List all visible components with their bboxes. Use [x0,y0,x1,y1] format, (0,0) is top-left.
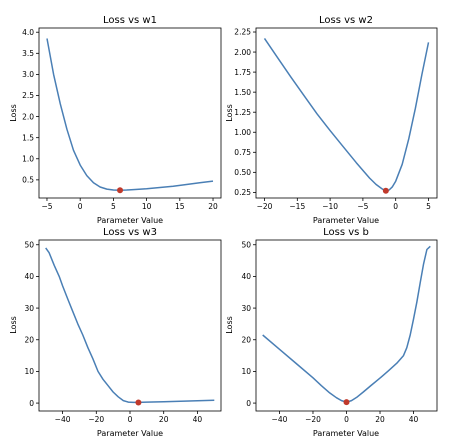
chart-title: Loss vs w2 [319,15,373,26]
loss-curve [263,37,430,192]
y-tick-label: 2.0 [22,112,34,121]
x-tick-label: −20 [88,415,104,424]
y-tick-label: 50 [241,240,251,249]
y-tick-label: 3.5 [22,49,34,58]
chart-title: Loss vs w1 [103,15,157,26]
plot-frame [255,27,438,199]
y-tick-label: 20 [24,335,34,344]
y-tick-label: 30 [24,304,34,313]
y-axis-label: Loss [225,104,234,122]
plot-frame [255,239,438,412]
y-tick-label: 1.75 [234,68,251,77]
x-tick-label: 20 [375,415,385,424]
y-tick-label: 10 [241,367,251,376]
x-axis-label: Parameter Value [97,429,163,438]
x-tick-label: −5 [41,202,52,211]
y-tick-label: 2.00 [234,48,251,57]
x-tick-label: 0 [344,415,349,424]
x-tick-label: 0 [393,202,398,211]
y-tick-label: 0.25 [234,188,251,197]
x-tick-label: 0 [128,415,133,424]
minimum-marker [382,187,389,194]
x-tick-label: −40 [272,415,288,424]
y-tick-label: 1.5 [22,133,34,142]
y-axis-label: Loss [225,316,234,334]
subplot-loss-vs-w1: Loss vs w1 −5 0 5 10 15 20 0.5 1.0 1.5 2.0 2.5 3.0 3… [9,15,222,225]
x-tick-label: −20 [257,202,273,211]
plot-frame [38,239,222,412]
y-tick-label: 20 [241,335,251,344]
y-tick-label: 0 [29,399,34,408]
y-tick-label: 2.25 [234,28,251,37]
tick-layer: −5 0 5 10 15 20 0.5 1.0 1.5 2.0 2.5 3.0 3.5 4.0 [22,28,218,211]
subplot-loss-vs-w3: Loss vs w3 −40 −20 0 20 40 0 10 20 30 40 50 Parame… [9,227,222,438]
y-tick-label: 10 [24,367,34,376]
loss-curve [262,245,431,403]
tick-layer: −20 −15 −10 −5 0 5 0.25 0.50 0.75 1.00 1.25 1.50 1.7… [234,28,431,211]
x-tick-label: −15 [289,202,305,211]
y-tick-label: 1.00 [234,128,251,137]
x-tick-label: 0 [78,202,83,211]
chart-title: Loss vs w3 [103,227,157,238]
x-tick-label: 10 [142,202,152,211]
x-tick-label: 15 [175,202,185,211]
y-tick-label: 0.5 [22,176,34,185]
y-tick-label: 0.75 [234,148,251,157]
x-axis-label: Parameter Value [313,216,379,225]
y-tick-label: 1.25 [234,108,251,117]
tick-layer: −40 −20 0 20 40 0 10 20 30 40 50 [241,240,418,424]
y-tick-label: 3.0 [22,70,34,79]
minimum-marker [135,399,142,406]
x-tick-label: 20 [208,202,218,211]
subplot-loss-vs-w2: Loss vs w2 −20 −15 −10 −5 0 5 0.25 0.50 0.75 1.00… [225,15,438,225]
x-axis-label: Parameter Value [97,216,163,225]
minimum-marker [117,187,124,194]
x-tick-label: 5 [111,202,116,211]
x-tick-label: −5 [357,202,368,211]
tick-layer: −40 −20 0 20 40 0 10 20 30 40 50 [24,240,202,424]
plot-frame [38,27,222,199]
x-tick-label: −40 [55,415,71,424]
x-tick-label: 40 [193,415,203,424]
y-axis-label: Loss [9,104,18,122]
loss-curve [46,38,214,191]
x-tick-label: 5 [426,202,431,211]
y-tick-label: 40 [24,272,34,281]
y-tick-label: 2.5 [22,91,34,100]
y-tick-label: 0 [246,399,251,408]
subplot-loss-vs-b: Loss vs b −40 −20 0 20 40 0 10 20 30 40 50 Paramet… [225,227,438,438]
y-tick-label: 1.0 [22,154,34,163]
y-tick-label: 0.50 [234,168,251,177]
x-tick-label: 40 [409,415,419,424]
x-tick-label: 20 [159,415,169,424]
y-tick-label: 1.50 [234,88,251,97]
x-axis-label: Parameter Value [313,429,379,438]
y-tick-label: 40 [241,272,251,281]
x-tick-label: −10 [322,202,338,211]
minimum-marker [343,399,350,406]
y-axis-label: Loss [9,316,18,334]
loss-curve [45,247,215,404]
y-tick-label: 30 [241,304,251,313]
x-tick-label: −20 [305,415,321,424]
y-tick-label: 50 [24,240,34,249]
y-tick-label: 4.0 [22,28,34,37]
chart-title: Loss vs b [323,227,369,238]
